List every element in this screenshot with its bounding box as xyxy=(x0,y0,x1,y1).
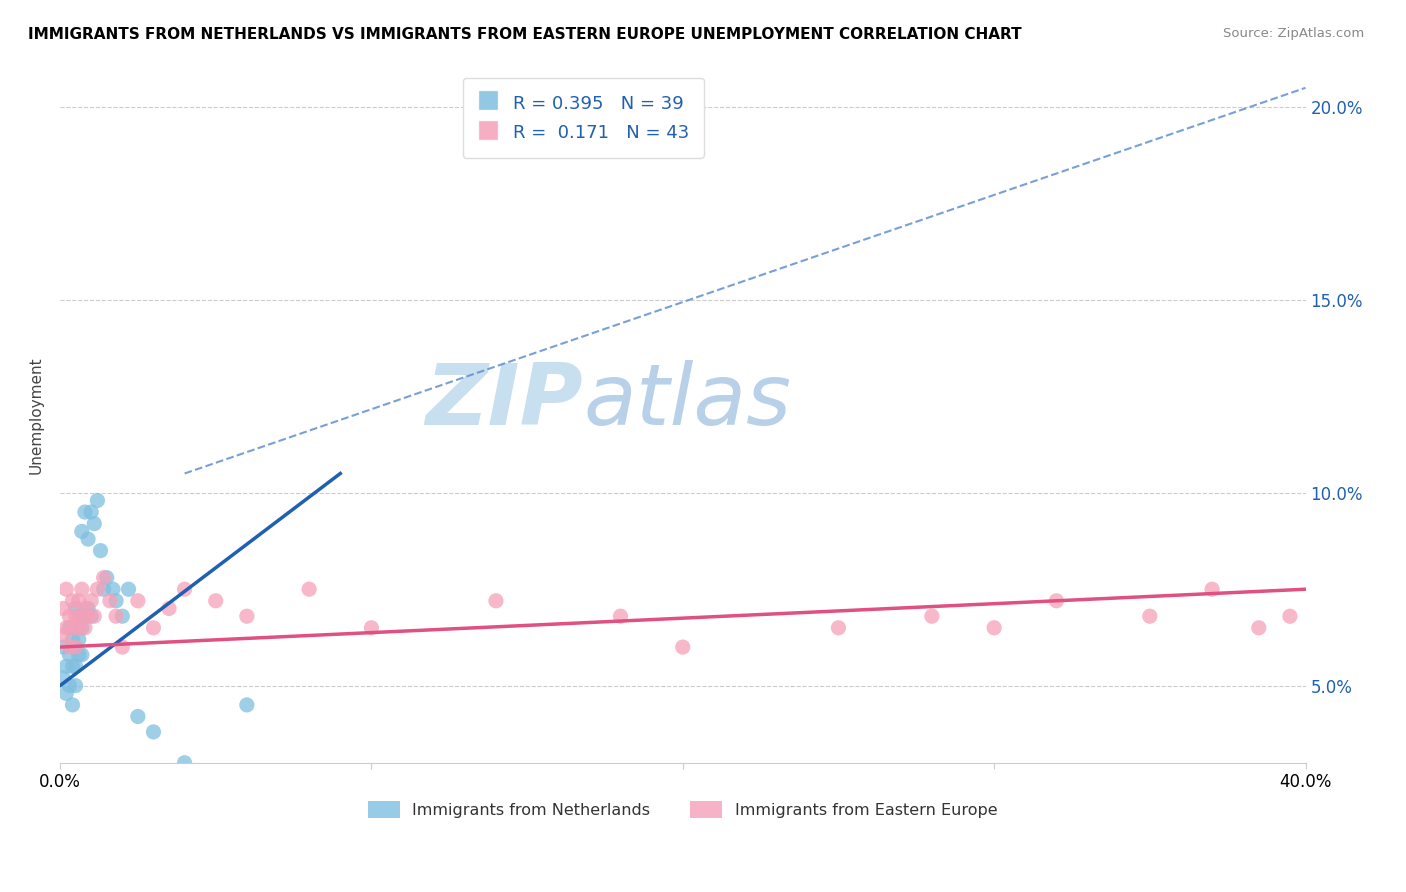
Point xyxy=(1278,609,1301,624)
Point xyxy=(67,621,90,635)
Point xyxy=(96,571,118,585)
Point xyxy=(62,632,84,647)
Point xyxy=(609,609,631,624)
Point xyxy=(117,582,139,597)
Point xyxy=(83,516,105,531)
Point xyxy=(73,621,96,635)
Point xyxy=(98,594,121,608)
Point xyxy=(52,640,75,654)
Point xyxy=(58,648,80,662)
Point xyxy=(70,621,93,635)
Point xyxy=(65,609,87,624)
Point xyxy=(65,679,87,693)
Point xyxy=(1045,594,1067,608)
Point xyxy=(62,594,84,608)
Point xyxy=(93,582,115,597)
Point xyxy=(236,609,259,624)
Point xyxy=(67,648,90,662)
Point xyxy=(86,582,108,597)
Point xyxy=(55,686,77,700)
Point xyxy=(101,582,124,597)
Point xyxy=(1201,582,1223,597)
Point xyxy=(77,532,100,546)
Point xyxy=(62,659,84,673)
Text: Source: ZipAtlas.com: Source: ZipAtlas.com xyxy=(1223,27,1364,40)
Point xyxy=(111,640,134,654)
Point xyxy=(77,609,100,624)
Point xyxy=(62,621,84,635)
Point xyxy=(80,609,103,624)
Point xyxy=(142,725,165,739)
Point xyxy=(83,609,105,624)
Point xyxy=(67,609,90,624)
Point xyxy=(157,601,180,615)
Point xyxy=(142,621,165,635)
Point xyxy=(52,671,75,685)
Point xyxy=(58,679,80,693)
Y-axis label: Unemployment: Unemployment xyxy=(30,357,44,475)
Point xyxy=(921,609,943,624)
Point xyxy=(86,493,108,508)
Point xyxy=(827,621,849,635)
Point xyxy=(127,709,149,723)
Legend: Immigrants from Netherlands, Immigrants from Eastern Europe: Immigrants from Netherlands, Immigrants … xyxy=(361,795,1004,824)
Point xyxy=(672,640,695,654)
Point xyxy=(55,621,77,635)
Point xyxy=(485,594,508,608)
Point xyxy=(73,505,96,519)
Point xyxy=(1139,609,1161,624)
Text: IMMIGRANTS FROM NETHERLANDS VS IMMIGRANTS FROM EASTERN EUROPE UNEMPLOYMENT CORRE: IMMIGRANTS FROM NETHERLANDS VS IMMIGRANT… xyxy=(28,27,1022,42)
Point xyxy=(52,601,75,615)
Point xyxy=(93,571,115,585)
Point xyxy=(173,756,195,770)
Point xyxy=(67,594,90,608)
Point xyxy=(58,621,80,635)
Point xyxy=(1247,621,1270,635)
Point xyxy=(80,505,103,519)
Point xyxy=(52,628,75,642)
Point xyxy=(65,659,87,673)
Point xyxy=(105,609,128,624)
Point xyxy=(65,640,87,654)
Point xyxy=(89,543,111,558)
Point xyxy=(77,601,100,615)
Point xyxy=(204,594,226,608)
Point xyxy=(80,594,103,608)
Point xyxy=(73,609,96,624)
Point xyxy=(70,524,93,539)
Point xyxy=(58,640,80,654)
Point xyxy=(298,582,321,597)
Point xyxy=(55,659,77,673)
Point xyxy=(360,621,382,635)
Point xyxy=(70,582,93,597)
Point xyxy=(70,648,93,662)
Point xyxy=(105,594,128,608)
Text: atlas: atlas xyxy=(583,360,792,443)
Point xyxy=(62,698,84,712)
Text: ZIP: ZIP xyxy=(426,360,583,443)
Point xyxy=(173,582,195,597)
Point xyxy=(70,609,93,624)
Point xyxy=(55,582,77,597)
Point xyxy=(65,640,87,654)
Point xyxy=(67,632,90,647)
Point xyxy=(73,601,96,615)
Point xyxy=(127,594,149,608)
Point xyxy=(58,609,80,624)
Point xyxy=(111,609,134,624)
Point xyxy=(65,601,87,615)
Point xyxy=(236,698,259,712)
Point xyxy=(983,621,1005,635)
